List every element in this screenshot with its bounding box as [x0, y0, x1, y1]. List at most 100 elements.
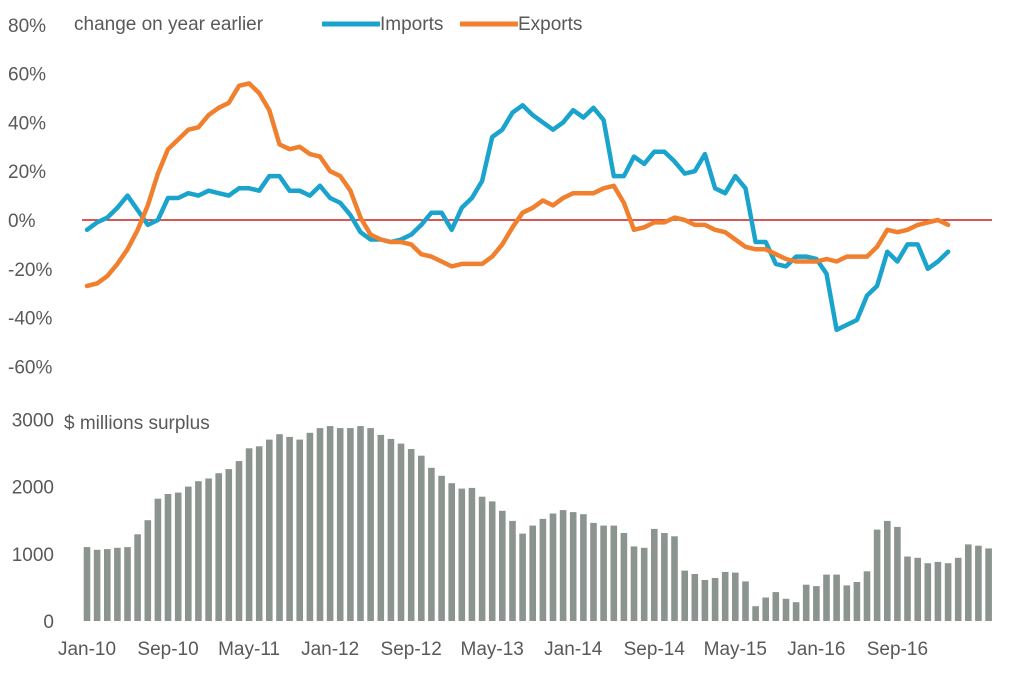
yoy-tick-label: 20%	[8, 162, 46, 183]
surplus-bar	[428, 467, 435, 621]
surplus-bar	[286, 436, 293, 621]
surplus-bar	[235, 461, 243, 621]
surplus-bar	[701, 580, 709, 621]
x-tick-label: May-13	[461, 639, 524, 660]
surplus-bar	[894, 526, 901, 621]
x-tick-label: Jan-12	[301, 639, 359, 660]
surplus-bar	[205, 478, 212, 621]
surplus-bar	[93, 549, 101, 621]
surplus-bar	[539, 518, 547, 621]
yoy-tick-label: 80%	[8, 16, 46, 37]
surplus-bar	[924, 563, 932, 621]
surplus-bar	[742, 581, 749, 621]
surplus-bar	[590, 522, 597, 621]
surplus-bar	[336, 428, 344, 621]
surplus-bar	[144, 520, 152, 621]
legend: Imports Exports	[322, 14, 582, 35]
surplus-bar	[772, 592, 780, 621]
surplus-axis-label: $ millions surplus	[64, 413, 210, 434]
surplus-bar	[661, 533, 668, 621]
surplus-bar	[276, 434, 283, 621]
surplus-bar	[195, 481, 202, 621]
surplus-bar	[782, 598, 790, 621]
surplus-bar	[651, 528, 658, 621]
surplus-bar	[691, 574, 699, 621]
surplus-bar	[448, 483, 455, 621]
surplus-bar	[306, 432, 314, 621]
surplus-bar	[519, 533, 526, 621]
surplus-bar	[792, 602, 800, 621]
yoy-y-axis: 80% 60% 40% 20% 0% -20% -40% -60%	[8, 16, 52, 379]
surplus-bar	[873, 529, 881, 621]
surplus-bar	[863, 571, 871, 621]
surplus-bar	[630, 546, 638, 621]
surplus-bar	[529, 525, 536, 621]
surplus-bar	[367, 428, 374, 621]
surplus-tick-label: 3000	[12, 410, 54, 431]
surplus-bar	[569, 512, 577, 621]
surplus-bar	[904, 556, 911, 621]
x-tick-label: Sep-12	[381, 639, 442, 660]
surplus-bar	[134, 534, 141, 621]
surplus-bar	[813, 586, 820, 621]
surplus-bar	[418, 455, 425, 621]
surplus-bar	[164, 494, 172, 621]
surplus-bar	[245, 448, 253, 621]
x-tick-label: Sep-14	[624, 639, 686, 660]
surplus-bar	[843, 585, 851, 621]
surplus-bar	[944, 563, 952, 621]
surplus-bar	[499, 510, 506, 621]
surplus-bar	[559, 510, 567, 621]
surplus-bar	[721, 571, 729, 621]
surplus-bar	[600, 525, 607, 621]
surplus-bar	[640, 547, 648, 621]
surplus-bar	[296, 439, 303, 621]
surplus-bar	[934, 561, 942, 621]
surplus-bar	[407, 449, 415, 621]
surplus-bar	[347, 428, 354, 621]
legend-label-imports: Imports	[380, 14, 443, 35]
surplus-bar	[671, 536, 678, 621]
yoy-tick-label: -40%	[8, 309, 52, 330]
surplus-bar	[458, 488, 466, 621]
x-tick-label: Sep-10	[137, 639, 198, 660]
x-tick-label: Sep-16	[867, 639, 928, 660]
surplus-bar	[83, 547, 91, 621]
surplus-bar	[823, 574, 830, 621]
surplus-bar	[387, 438, 395, 621]
legend-label-exports: Exports	[518, 14, 582, 35]
surplus-bar	[884, 520, 891, 621]
surplus-bar	[174, 492, 182, 621]
surplus-bar	[954, 557, 962, 621]
yoy-change-panel: 80% 60% 40% 20% 0% -20% -40% -60% change on yea…	[8, 14, 992, 378]
surplus-bar	[711, 578, 719, 621]
x-axis: Jan-10 Sep-10 May-11 Jan-12 Sep-12 May-13 Jan-…	[58, 639, 928, 660]
surplus-bar	[914, 557, 921, 621]
yoy-series	[84, 81, 951, 333]
surplus-bar	[549, 513, 557, 621]
series-line-imports	[84, 103, 951, 333]
surplus-bar	[357, 426, 364, 621]
surplus-bar	[681, 570, 688, 621]
surplus-bar	[752, 606, 759, 621]
surplus-bar	[732, 572, 739, 621]
x-tick-label: May-11	[218, 639, 280, 660]
surplus-tick-label: 1000	[12, 545, 54, 566]
surplus-bar	[266, 439, 273, 621]
surplus-y-axis: 3000 2000 1000 0	[12, 410, 54, 633]
surplus-bar	[438, 475, 445, 621]
surplus-bar	[104, 549, 111, 621]
surplus-tick-label: 2000	[12, 478, 54, 499]
surplus-bar	[833, 574, 840, 621]
yoy-tick-label: 0%	[8, 211, 36, 232]
yoy-tick-label: -60%	[8, 357, 52, 378]
x-tick-label: Jan-14	[544, 639, 603, 660]
surplus-bar	[985, 548, 992, 621]
surplus-bar	[965, 544, 972, 621]
surplus-bar	[114, 547, 121, 621]
surplus-bar	[488, 501, 496, 621]
surplus-bar	[124, 547, 131, 621]
surplus-bar	[154, 498, 162, 621]
surplus-bar	[397, 443, 405, 621]
